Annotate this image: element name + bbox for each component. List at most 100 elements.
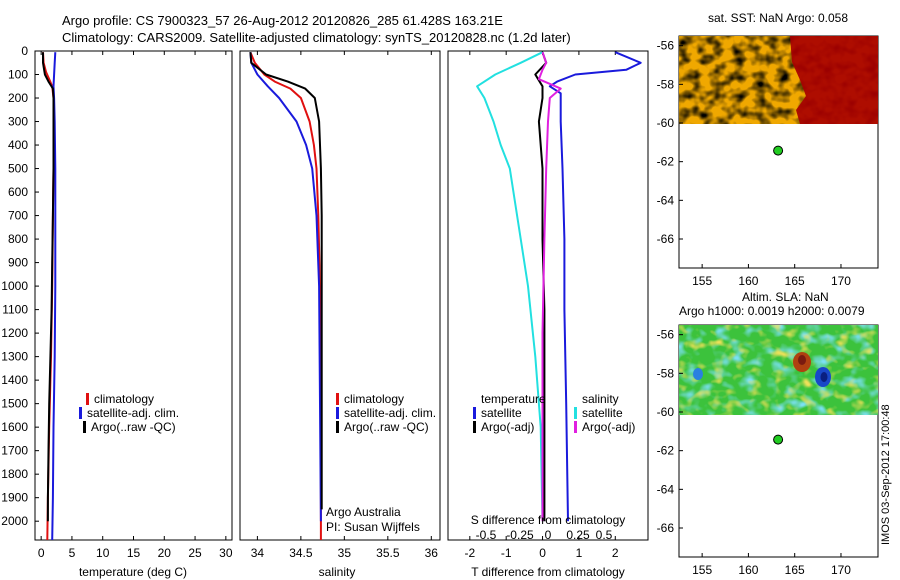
difference-series bbox=[476, 51, 642, 522]
depth-tick-label: 1000 bbox=[1, 279, 28, 293]
difference-panel: -2 -1 0 1 2 S difference from climatology -0… bbox=[447, 50, 649, 579]
legend-swatch-argo bbox=[336, 421, 339, 433]
sst-map-title: sat. SST: NaN Argo: 0.058 bbox=[708, 11, 848, 25]
depth-tick-label: 1900 bbox=[1, 491, 28, 505]
sla-map-title-line2: Argo h1000: 0.0019 h2000: 0.0079 bbox=[679, 304, 865, 318]
legend-label-argo: Argo(..raw -QC) bbox=[344, 420, 429, 434]
sla-map-axes: 155 160 165 170 -56 -58 -60 -62 -64 -66 bbox=[657, 328, 852, 577]
lat-tick-label: -60 bbox=[657, 116, 675, 130]
difference-legend: temperature satellite Argo(-adj) salinit… bbox=[473, 392, 635, 434]
depth-tick-label: 1300 bbox=[1, 350, 28, 364]
depth-tick-label: 300 bbox=[8, 115, 28, 129]
lon-tick-label: 170 bbox=[831, 563, 851, 577]
lon-tick-label: 160 bbox=[738, 274, 758, 288]
x-tick-label: 5 bbox=[69, 546, 76, 560]
sst-heatmap bbox=[679, 36, 878, 124]
series-line-temperature-satellite bbox=[548, 51, 642, 522]
temperature-legend: climatology satellite-adj. clim. Argo(..… bbox=[79, 392, 179, 434]
series-line-salinity-argo-adj bbox=[537, 51, 562, 522]
salinity-axis-label: salinity bbox=[319, 565, 356, 579]
x-tick-label: 0 bbox=[38, 546, 45, 560]
x-tick-label: 35 bbox=[338, 546, 352, 560]
lat-tick-label: -66 bbox=[657, 232, 675, 246]
lon-tick-label: 165 bbox=[785, 274, 805, 288]
s-diff-tick-label: 0.25 bbox=[566, 528, 590, 542]
lat-tick-label: -62 bbox=[657, 155, 675, 169]
series-line-temperature-argo-adj bbox=[534, 51, 548, 522]
depth-tick-label: 400 bbox=[8, 138, 28, 152]
x-tick-label: 30 bbox=[219, 546, 233, 560]
legend-label-temp-satellite: satellite bbox=[481, 406, 522, 420]
sla-map-title-line1: Altim. SLA: NaN bbox=[742, 290, 829, 304]
legend-label-temp-argo: Argo(-adj) bbox=[481, 420, 534, 434]
lon-tick-label: 155 bbox=[692, 274, 712, 288]
lon-tick-label: 155 bbox=[692, 563, 712, 577]
s-diff-tick-label: 0 bbox=[545, 528, 552, 542]
sla-high-anomaly-core bbox=[798, 355, 806, 365]
legend-swatch-temp-satellite bbox=[473, 407, 476, 419]
legend-swatch-satellite bbox=[79, 407, 82, 419]
legend-label-climatology: climatology bbox=[94, 392, 154, 406]
sla-field-warm-texture bbox=[679, 325, 878, 415]
depth-tick-label: 900 bbox=[8, 256, 28, 270]
lon-tick-label: 170 bbox=[831, 274, 851, 288]
t-difference-x-axis: -2 -1 0 1 2 bbox=[464, 51, 619, 560]
legend-swatch-climatology bbox=[86, 393, 89, 405]
x-tick-label: 2 bbox=[612, 546, 619, 560]
depth-tick-label: 700 bbox=[8, 209, 28, 223]
legend-title-salinity: salinity bbox=[582, 392, 619, 406]
salinity-series bbox=[249, 51, 323, 540]
salinity-legend: climatology satellite-adj. clim. Argo(..… bbox=[336, 392, 436, 434]
legend-label-sal-satellite: satellite bbox=[582, 406, 623, 420]
lat-tick-label: -56 bbox=[657, 328, 675, 342]
depth-tick-label: 1100 bbox=[2, 303, 28, 317]
s-diff-tick-label: -0.25 bbox=[506, 528, 534, 542]
depth-tick-label: 600 bbox=[8, 185, 28, 199]
temperature-panel: 0100200300400500600700800900100011001200… bbox=[1, 44, 452, 579]
lat-tick-label: -64 bbox=[657, 482, 675, 496]
x-tick-label: 34 bbox=[251, 546, 265, 560]
sla-heatmap bbox=[679, 325, 878, 415]
lat-tick-label: -58 bbox=[657, 77, 675, 91]
x-tick-label: 34.5 bbox=[289, 546, 313, 560]
series-line-salinity-satellite bbox=[476, 51, 544, 522]
argo-position-marker bbox=[773, 434, 784, 445]
depth-tick-label: 1700 bbox=[1, 444, 28, 458]
s-diff-tick-label: 0.5 bbox=[596, 528, 613, 542]
temperature-series bbox=[42, 52, 57, 541]
s-difference-label: S difference from climatology bbox=[471, 513, 626, 527]
legend-swatch-sal-satellite bbox=[574, 407, 577, 419]
series-line-argo-raw-qc bbox=[42, 52, 55, 522]
lat-tick-label: -66 bbox=[657, 521, 675, 535]
depth-tick-label: 0 bbox=[21, 44, 28, 58]
lat-tick-label: -60 bbox=[657, 405, 675, 419]
legend-label-sal-argo: Argo(-adj) bbox=[582, 420, 635, 434]
depth-tick-label: 1800 bbox=[1, 467, 28, 481]
legend-swatch-satellite bbox=[336, 407, 339, 419]
x-tick-label: 25 bbox=[188, 546, 202, 560]
legend-swatch-temp-argo bbox=[473, 421, 476, 433]
temperature-axis-label: temperature (deg C) bbox=[79, 565, 187, 579]
argo-credit-line2: PI: Susan Wijffels bbox=[326, 520, 420, 534]
depth-tick-label: 1600 bbox=[1, 420, 28, 434]
lat-tick-label: -64 bbox=[657, 193, 675, 207]
depth-tick-label: 1500 bbox=[1, 397, 28, 411]
sla-low-anomaly-core bbox=[820, 372, 828, 382]
series-line-argo-raw-qc bbox=[249, 52, 323, 510]
sst-warm-region bbox=[790, 36, 878, 124]
salinity-panel: 34 34.5 35 35.5 36 salinity climatology sate… bbox=[239, 50, 441, 579]
depth-tick-label: 800 bbox=[8, 232, 28, 246]
x-tick-label: 15 bbox=[127, 546, 141, 560]
depth-tick-label: 200 bbox=[8, 91, 28, 105]
legend-label-satellite: satellite-adj. clim. bbox=[344, 406, 436, 420]
lat-tick-label: -58 bbox=[657, 366, 675, 380]
depth-tick-label: 500 bbox=[8, 162, 28, 176]
lon-tick-label: 165 bbox=[785, 563, 805, 577]
series-line-satellite-adj-clim bbox=[51, 52, 57, 541]
series-line-satellite-adj-clim bbox=[249, 52, 322, 522]
x-tick-label: -1 bbox=[501, 546, 512, 560]
x-tick-label: 0 bbox=[539, 546, 546, 560]
x-tick-label: -2 bbox=[464, 546, 475, 560]
depth-tick-label: 1200 bbox=[1, 326, 28, 340]
